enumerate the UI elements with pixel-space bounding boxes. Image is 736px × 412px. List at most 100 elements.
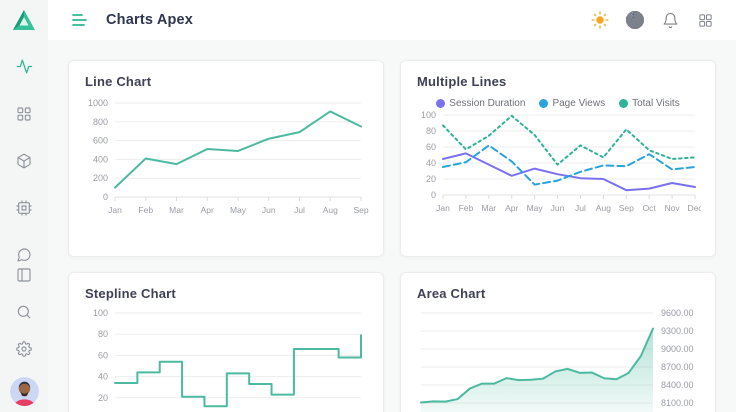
logo-triangle-icon xyxy=(13,10,35,30)
svg-text:0: 0 xyxy=(431,190,436,200)
svg-text:8700.00: 8700.00 xyxy=(661,362,694,372)
card-title: Area Chart xyxy=(417,286,486,301)
svg-text:400: 400 xyxy=(93,154,108,164)
svg-text:Jan: Jan xyxy=(436,203,450,213)
svg-text:Aug: Aug xyxy=(596,203,611,213)
area-chart-svg: 7800.008100.008400.008700.009000.009300.… xyxy=(420,308,694,412)
svg-text:Jul: Jul xyxy=(294,205,305,215)
sidebar xyxy=(0,0,48,412)
notifications-button[interactable] xyxy=(661,11,679,29)
svg-text:Mar: Mar xyxy=(169,205,184,215)
multiple-lines-chart-canvas: 0 20 40 60 80 100 Jan Feb Mar Apr May Jun Jul Aug Sep O… xyxy=(417,110,703,238)
sun-icon xyxy=(591,11,609,29)
sidebar-item-components[interactable] xyxy=(16,152,33,169)
chart-legend[interactable]: Session Duration Page Views Total Visits xyxy=(417,95,699,111)
svg-text:Apr: Apr xyxy=(505,203,518,213)
svg-text:Sep: Sep xyxy=(619,203,634,213)
theme-toggle-button[interactable] xyxy=(591,11,609,29)
svg-text:Sep: Sep xyxy=(353,205,368,215)
svg-text:20: 20 xyxy=(98,393,108,403)
legend-item-session-duration[interactable]: Session Duration xyxy=(436,98,525,109)
content-area: Line Chart 0 200 400 600 800 1000 Jan Feb Mar Apr… xyxy=(48,40,736,412)
legend-label: Page Views xyxy=(552,97,606,109)
hamburger-icon xyxy=(72,14,87,26)
svg-text:Mar: Mar xyxy=(481,203,496,213)
svg-text:9600.00: 9600.00 xyxy=(661,308,694,318)
card-multiple-lines: Multiple Lines Session Duration Page View… xyxy=(400,60,716,257)
svg-text:800: 800 xyxy=(93,117,108,127)
search-icon xyxy=(17,305,31,318)
svg-text:80: 80 xyxy=(98,329,108,339)
svg-text:600: 600 xyxy=(93,136,108,146)
legend-marker-icon xyxy=(436,98,446,108)
svg-text:100: 100 xyxy=(421,111,436,120)
line-chart-svg: 0 200 400 600 800 1000 Jan Feb Mar Apr May Jun Jul Au… xyxy=(88,98,369,215)
card-area-chart: Area Chart 7800.008100.008400.008700.009… xyxy=(400,272,716,412)
apps-grid-icon xyxy=(698,13,712,27)
svg-text:Apr: Apr xyxy=(201,205,214,215)
svg-text:0: 0 xyxy=(103,192,108,202)
svg-text:100: 100 xyxy=(93,308,108,318)
line-chart-svg: 0 20 40 60 80 100 Jan Feb Mar Apr May Jun Jul Aug Sep O… xyxy=(421,110,703,213)
svg-text:Nov: Nov xyxy=(665,203,681,213)
svg-text:Feb: Feb xyxy=(459,203,474,213)
sidebar-item-chat[interactable] xyxy=(16,246,33,263)
gear-icon xyxy=(16,340,32,357)
sidebar-item-system[interactable] xyxy=(16,199,33,216)
cpu-icon xyxy=(16,199,32,216)
svg-text:40: 40 xyxy=(98,372,108,382)
header: Charts Apex xyxy=(48,0,736,40)
card-line-chart: Line Chart 0 200 400 600 800 1000 Jan Feb Mar Apr… xyxy=(68,60,384,257)
page-title: Charts Apex xyxy=(106,12,194,28)
svg-text:60: 60 xyxy=(98,350,108,360)
svg-text:May: May xyxy=(527,203,544,213)
svg-text:Jun: Jun xyxy=(551,203,565,213)
activity-icon xyxy=(16,59,32,74)
svg-text:Feb: Feb xyxy=(138,205,153,215)
bell-icon xyxy=(663,12,677,28)
svg-text:9000.00: 9000.00 xyxy=(661,344,694,354)
svg-text:May: May xyxy=(230,205,247,215)
apps-menu-button[interactable] xyxy=(696,11,714,29)
sidebar-item-dashboard[interactable] xyxy=(16,105,33,122)
svg-text:9300.00: 9300.00 xyxy=(661,326,694,336)
legend-marker-icon xyxy=(619,98,629,108)
sidebar-item-charts[interactable] xyxy=(16,58,33,75)
sidebar-nav xyxy=(16,58,33,263)
svg-text:Jan: Jan xyxy=(108,205,122,215)
svg-text:Jul: Jul xyxy=(575,203,586,213)
menu-toggle-button[interactable] xyxy=(72,13,90,27)
layout-sidebar-icon xyxy=(17,267,31,282)
svg-text:20: 20 xyxy=(426,174,436,184)
svg-text:80: 80 xyxy=(426,126,436,136)
us-flag-icon xyxy=(626,11,644,29)
svg-text:8100.00: 8100.00 xyxy=(661,398,694,408)
svg-text:Aug: Aug xyxy=(323,205,338,215)
card-title: Line Chart xyxy=(85,74,152,89)
svg-text:40: 40 xyxy=(426,158,436,168)
legend-marker-icon xyxy=(539,98,549,108)
line-chart-canvas: 0 200 400 600 800 1000 Jan Feb Mar Apr May Jun Jul Au… xyxy=(85,95,369,248)
legend-item-total-visits[interactable]: Total Visits xyxy=(619,98,680,109)
card-title: Multiple Lines xyxy=(417,74,507,89)
header-actions xyxy=(591,11,714,29)
box-icon xyxy=(17,153,31,168)
language-selector-button[interactable] xyxy=(626,11,644,29)
app-logo[interactable] xyxy=(0,0,48,40)
legend-item-page-views[interactable]: Page Views xyxy=(539,98,605,109)
svg-text:200: 200 xyxy=(93,173,108,183)
sidebar-item-layout[interactable] xyxy=(16,266,33,283)
svg-text:Jun: Jun xyxy=(262,205,276,215)
svg-text:1000: 1000 xyxy=(88,98,108,108)
svg-text:Oct: Oct xyxy=(643,203,657,213)
sidebar-item-settings[interactable] xyxy=(16,340,33,357)
avatar-image xyxy=(9,377,39,406)
user-avatar[interactable] xyxy=(9,377,39,406)
sidebar-item-search[interactable] xyxy=(16,303,33,320)
legend-label: Session Duration xyxy=(449,97,526,109)
svg-text:60: 60 xyxy=(426,142,436,152)
